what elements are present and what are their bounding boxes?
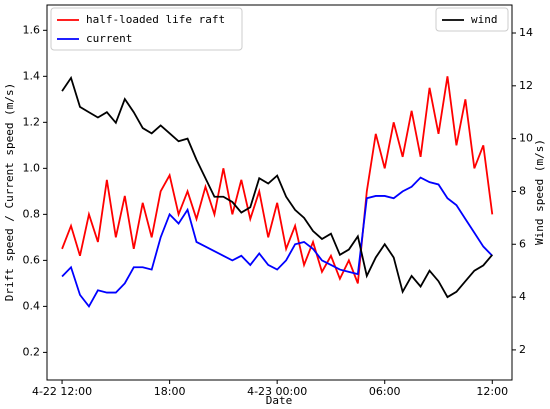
series-line bbox=[61, 176, 493, 309]
x-tick-label: 18:00 bbox=[154, 385, 186, 398]
plot-frame bbox=[46, 4, 513, 381]
y-tick-label: 0.6 bbox=[23, 253, 41, 266]
y-tick-label: 0.2 bbox=[23, 345, 41, 358]
x-tick-label: 4-22 12:00 bbox=[32, 385, 92, 398]
legend-label: wind bbox=[471, 13, 498, 26]
y-tick-label: 1.4 bbox=[23, 69, 41, 82]
y2-tick-label: 8 bbox=[519, 184, 526, 197]
y-tick-label: 1.2 bbox=[23, 115, 41, 128]
y-axis-label: Drift speed / Current speed (m/s) bbox=[3, 83, 16, 302]
y2-tick-label: 10 bbox=[519, 132, 533, 145]
y-tick-label: 0.8 bbox=[23, 207, 41, 220]
legend-label: half-loaded life raft bbox=[86, 13, 225, 26]
y2-axis-label: Wind speed (m/s) bbox=[533, 139, 546, 245]
y2-tick-label: 6 bbox=[519, 237, 526, 250]
legend-box bbox=[435, 7, 509, 32]
y-tick-label: 1.6 bbox=[23, 23, 41, 36]
legend-label: current bbox=[86, 32, 132, 45]
x-tick-label: 06:00 bbox=[369, 385, 401, 398]
y2-tick-label: 12 bbox=[519, 79, 533, 92]
x-tick-label: 4-23 00:00 bbox=[247, 385, 307, 398]
legend-box bbox=[50, 7, 243, 51]
y2-tick-label: 2 bbox=[519, 343, 526, 356]
y2-tick-label: 4 bbox=[519, 290, 526, 303]
y-tick-label: 0.4 bbox=[23, 299, 41, 312]
y2-tick-label: 14 bbox=[519, 26, 533, 39]
series-line bbox=[61, 75, 493, 299]
series-line bbox=[61, 76, 494, 284]
x-axis-label: Date bbox=[266, 394, 293, 407]
x-tick-label: 12:00 bbox=[476, 385, 508, 398]
y-tick-label: 1.0 bbox=[23, 161, 41, 174]
